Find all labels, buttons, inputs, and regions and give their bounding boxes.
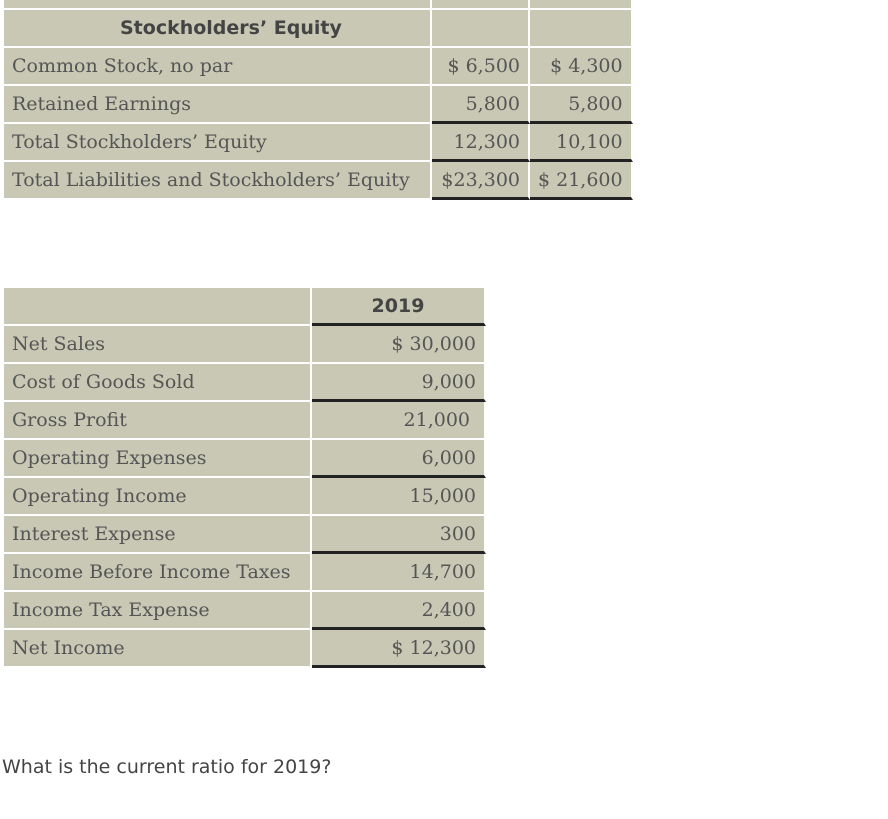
- row-label: Operating Income: [4, 478, 312, 516]
- row-label: Interest Expense: [4, 516, 312, 554]
- row-label: Total Stockholders’ Equity: [4, 124, 432, 162]
- cell-value: $ 12,300: [312, 630, 486, 668]
- cell-value: 9,000: [312, 364, 486, 402]
- row-label: Common Stock, no par: [4, 48, 432, 86]
- table-row: 2019: [4, 288, 486, 326]
- table-row: Operating Expenses 6,000: [4, 440, 486, 478]
- table-row: Total Stockholders’ Equity 12,300 10,100: [4, 124, 633, 162]
- row-label: Income Before Income Taxes: [4, 554, 312, 592]
- cell-value: $ 21,600: [530, 162, 633, 200]
- row-label: Retained Earnings: [4, 86, 432, 124]
- cell-value: 12,300: [432, 124, 530, 162]
- table-row: Income Before Income Taxes 14,700: [4, 554, 486, 592]
- table-row: Retained Earnings 5,800 5,800: [4, 86, 633, 124]
- cell-value: 14,700: [312, 554, 486, 592]
- row-label: Cost of Goods Sold: [4, 364, 312, 402]
- question-text: What is the current ratio for 2019?: [2, 756, 332, 778]
- table-row: Common Stock, no par $ 6,500 $ 4,300: [4, 48, 633, 86]
- row-label: Gross Profit: [4, 402, 312, 440]
- income-statement-table: 2019 Net Sales $ 30,000 Cost of Goods So…: [4, 288, 486, 668]
- year-header: 2019: [312, 288, 486, 326]
- cell-value: $ 4,300: [530, 48, 633, 86]
- cell-value: 300: [312, 516, 486, 554]
- cell-value: 21,000: [312, 402, 486, 440]
- table-row: Cost of Goods Sold 9,000: [4, 364, 486, 402]
- table-row: Operating Income 15,000: [4, 478, 486, 516]
- cell-value: $ 30,000: [312, 326, 486, 364]
- table-row: Stockholders’ Equity: [4, 10, 633, 48]
- cell-value: 10,100: [530, 124, 633, 162]
- cell-value: $23,300: [432, 162, 530, 200]
- cell-value: 5,800: [432, 86, 530, 124]
- table-row: Net Sales $ 30,000: [4, 326, 486, 364]
- row-label: Operating Expenses: [4, 440, 312, 478]
- cell-value: 6,000: [312, 440, 486, 478]
- cell-value: $ 6,500: [432, 48, 530, 86]
- table-row: Gross Profit 21,000: [4, 402, 486, 440]
- table-row: Total Liabilities and Stockholders’ Equi…: [4, 162, 633, 200]
- cell-value: 15,000: [312, 478, 486, 516]
- table-row: Interest Expense 300: [4, 516, 486, 554]
- row-label: Total Liabilities and Stockholders’ Equi…: [4, 162, 432, 200]
- cell-value: 5,800: [530, 86, 633, 124]
- stockholders-equity-table: Stockholders’ Equity Common Stock, no pa…: [4, 0, 633, 200]
- section-header: Stockholders’ Equity: [4, 10, 432, 48]
- table-row: Income Tax Expense 2,400: [4, 592, 486, 630]
- row-label: Net Income: [4, 630, 312, 668]
- row-label: Net Sales: [4, 326, 312, 364]
- table-row: Net Income $ 12,300: [4, 630, 486, 668]
- cell-value: 2,400: [312, 592, 486, 630]
- row-label: Income Tax Expense: [4, 592, 312, 630]
- table-row: [4, 0, 633, 10]
